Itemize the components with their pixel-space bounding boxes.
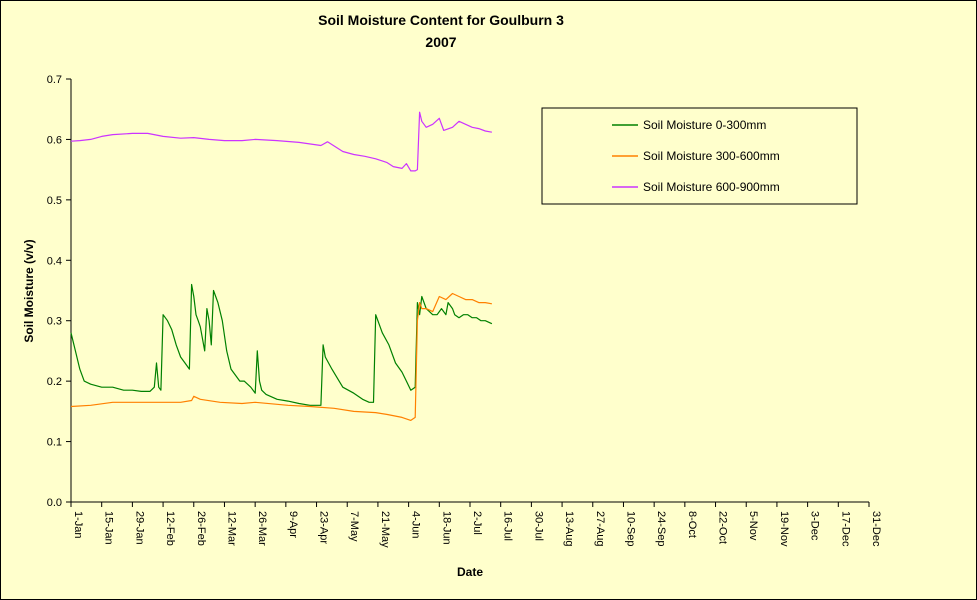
y-tick-label: 0.3: [47, 316, 62, 328]
x-tick-label: 23-Apr: [318, 511, 330, 544]
x-tick-label: 13-Aug: [563, 511, 575, 546]
x-tick-label: 29-Jan: [133, 511, 145, 545]
series-line: [70, 283, 493, 406]
y-tick-label: 0.0: [47, 497, 62, 509]
x-tick-label: 26-Feb: [195, 511, 207, 546]
x-tick-label: 21-May: [379, 511, 391, 548]
x-tick-label: 4-Jun: [410, 511, 422, 539]
y-tick-label: 0.2: [47, 376, 62, 388]
series-line: [70, 111, 493, 172]
x-tick-label: 19-Nov: [778, 511, 790, 547]
x-tick-label: 18-Jun: [440, 511, 452, 545]
y-tick-label: 0.5: [47, 195, 62, 207]
x-tick-label: 12-Mar: [226, 511, 238, 546]
x-tick-label: 5-Nov: [747, 511, 759, 541]
x-tick-label: 22-Oct: [717, 511, 729, 544]
y-axis-ticks: 0.0 0.1 0.2 0.3 0.4 0.5 0.6 0.7: [47, 74, 71, 509]
y-tick-label: 0.7: [47, 74, 62, 86]
x-axis-title: Date: [457, 565, 483, 579]
x-tick-label: 8-Oct: [686, 511, 698, 538]
series-line: [70, 292, 493, 421]
y-axis-title: Soil Moisture (v/v): [22, 239, 36, 342]
x-axis-ticks: 1-Jan 15-Jan 29-Jan 12-Feb 26-Feb 12-Mar 26-Ma…: [70, 502, 882, 548]
x-tick-label: 16-Jul: [502, 511, 514, 541]
x-tick-label: 2-Jul: [471, 511, 483, 535]
x-tick-label: 27-Aug: [594, 511, 606, 546]
x-tick-label: 15-Jan: [103, 511, 115, 545]
x-tick-label: 10-Sep: [625, 511, 637, 546]
legend: Soil Moisture 0-300mm Soil Moisture 300-6…: [541, 107, 858, 205]
x-tick-label: 3-Dec: [809, 511, 821, 541]
legend-entry: Soil Moisture 0-300mm: [643, 118, 766, 132]
x-tick-label: 17-Dec: [839, 511, 851, 547]
legend-entry: Soil Moisture 300-600mm: [643, 149, 780, 163]
x-tick-label: 1-Jan: [72, 511, 84, 539]
y-tick-label: 0.4: [47, 255, 62, 267]
x-tick-label: 9-Apr: [287, 511, 299, 538]
legend-entry: Soil Moisture 600-900mm: [643, 180, 780, 194]
x-tick-label: 12-Feb: [164, 511, 176, 546]
series-lines: [70, 111, 493, 421]
x-tick-label: 31-Dec: [870, 511, 882, 547]
x-tick-label: 7-May: [348, 511, 360, 542]
y-tick-label: 0.6: [47, 134, 62, 146]
legend-box: [541, 107, 858, 205]
x-tick-label: 24-Sep: [655, 511, 667, 546]
x-tick-label: 30-Jul: [532, 511, 544, 541]
chart-title: Soil Moisture Content for Goulburn 3: [318, 12, 564, 28]
y-tick-label: 0.1: [47, 437, 62, 449]
chart-subtitle: 2007: [425, 34, 456, 50]
x-tick-label: 26-Mar: [256, 511, 268, 546]
